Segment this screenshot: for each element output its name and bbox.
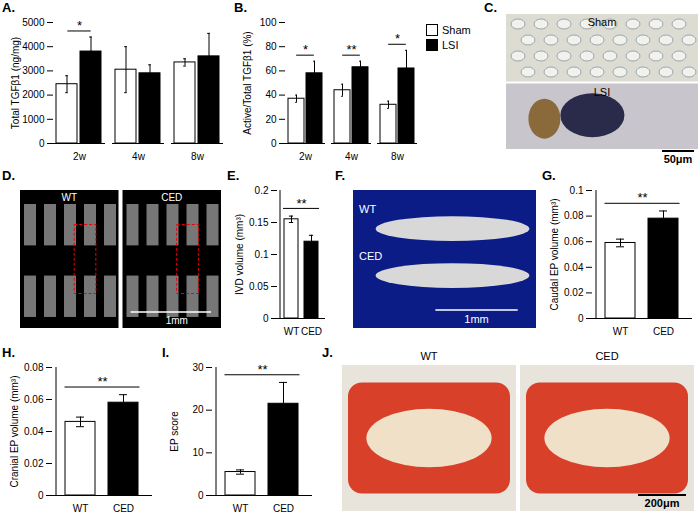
svg-text:CED: CED — [161, 192, 182, 203]
svg-text:4w: 4w — [345, 151, 359, 162]
svg-text:*: * — [303, 42, 308, 57]
svg-text:10: 10 — [192, 447, 204, 458]
svg-text:8w: 8w — [391, 151, 405, 162]
svg-text:CED: CED — [359, 250, 382, 262]
svg-text:2000: 2000 — [22, 89, 45, 100]
svg-text:2w: 2w — [299, 151, 313, 162]
svg-text:CED: CED — [113, 503, 134, 514]
svg-text:0.1: 0.1 — [570, 185, 584, 196]
svg-text:0.02: 0.02 — [24, 458, 44, 469]
svg-text:WT: WT — [420, 350, 437, 362]
svg-text:20: 20 — [265, 114, 277, 125]
svg-text:20: 20 — [192, 404, 204, 415]
svg-text:*: * — [77, 18, 82, 33]
svg-text:**: ** — [637, 190, 647, 205]
svg-text:**: ** — [296, 196, 306, 211]
svg-text:WT: WT — [233, 503, 249, 514]
svg-text:50μm: 50μm — [664, 153, 693, 165]
svg-text:CED: CED — [273, 503, 294, 514]
html-text:G.: G. — [542, 168, 556, 183]
svg-text:60: 60 — [265, 65, 277, 76]
svg-text:100: 100 — [260, 17, 277, 28]
html-text:D.: D. — [2, 168, 15, 183]
html-text:H.: H. — [2, 345, 15, 360]
svg-text:4000: 4000 — [22, 41, 45, 52]
svg-text:3000: 3000 — [22, 65, 45, 76]
html-text:LSI: LSI — [442, 39, 459, 51]
html-text:A.: A. — [2, 0, 15, 15]
svg-text:1mm: 1mm — [166, 315, 188, 326]
svg-text:Total TGFβ1 (ng/mg): Total TGFβ1 (ng/mg) — [10, 37, 21, 129]
svg-text:40: 40 — [265, 89, 277, 100]
svg-text:1000: 1000 — [22, 114, 45, 125]
svg-text:Caudal EP volume (mm³): Caudal EP volume (mm³) — [549, 198, 560, 310]
svg-text:EP score: EP score — [169, 411, 180, 452]
svg-text:0.2: 0.2 — [255, 185, 269, 196]
svg-text:0: 0 — [263, 313, 269, 324]
svg-text:WT: WT — [613, 326, 629, 337]
html-text:I.: I. — [162, 345, 170, 360]
html-text:J.: J. — [322, 345, 333, 360]
svg-text:0.04: 0.04 — [24, 426, 44, 437]
svg-text:0.06: 0.06 — [564, 236, 584, 247]
html-text:C.: C. — [484, 0, 497, 15]
svg-text:1mm: 1mm — [464, 313, 488, 325]
svg-text:IVD volume (mm³): IVD volume (mm³) — [234, 214, 245, 295]
svg-text:Active/Total TGFβ1 (%): Active/Total TGFβ1 (%) — [242, 31, 253, 134]
svg-text:4w: 4w — [132, 151, 146, 162]
svg-text:WT: WT — [73, 503, 89, 514]
html-text:F.: F. — [335, 168, 346, 183]
svg-text:**: ** — [346, 42, 356, 57]
svg-text:5000: 5000 — [22, 17, 45, 28]
svg-text:0.15: 0.15 — [249, 217, 269, 228]
html-text:B.: B. — [234, 0, 247, 15]
svg-text:Sham: Sham — [588, 16, 617, 28]
svg-text:0: 0 — [38, 490, 44, 501]
svg-text:30: 30 — [192, 362, 204, 373]
svg-text:200μm: 200μm — [645, 497, 680, 509]
html-text:Sham: Sham — [442, 24, 471, 36]
svg-text:LSI: LSI — [594, 86, 611, 98]
svg-text:CED: CED — [653, 326, 674, 337]
svg-text:CED: CED — [595, 350, 618, 362]
svg-text:WT: WT — [61, 192, 77, 203]
svg-text:0: 0 — [271, 138, 277, 149]
svg-text:0.02: 0.02 — [564, 287, 584, 298]
svg-text:**: ** — [97, 374, 107, 389]
svg-text:0.04: 0.04 — [564, 262, 584, 273]
svg-text:0: 0 — [198, 490, 204, 501]
svg-text:**: ** — [257, 362, 267, 377]
svg-text:0.06: 0.06 — [24, 394, 44, 405]
svg-text:80: 80 — [265, 41, 277, 52]
svg-text:0: 0 — [578, 313, 584, 324]
svg-text:0: 0 — [39, 138, 45, 149]
svg-text:2w: 2w — [73, 151, 87, 162]
svg-text:0.05: 0.05 — [249, 281, 269, 292]
svg-text:0.08: 0.08 — [564, 210, 584, 221]
svg-text:WT: WT — [284, 326, 300, 337]
svg-text:*: * — [395, 31, 400, 46]
svg-text:0.1: 0.1 — [255, 249, 269, 260]
svg-text:CED: CED — [301, 326, 322, 337]
svg-text:0.08: 0.08 — [24, 362, 44, 373]
svg-text:Cranial EP volume (mm³): Cranial EP volume (mm³) — [9, 375, 20, 487]
html-text:E.: E. — [227, 168, 240, 183]
svg-text:8w: 8w — [191, 151, 205, 162]
svg-text:WT: WT — [359, 203, 376, 215]
